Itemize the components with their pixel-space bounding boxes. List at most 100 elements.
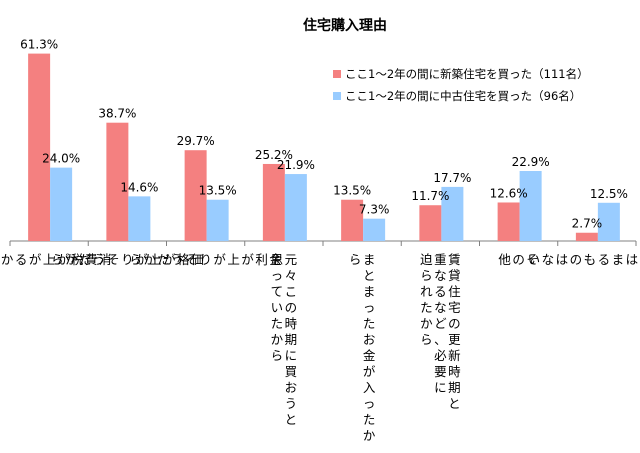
category-label-char: に	[285, 348, 298, 363]
category-label-char: は	[626, 252, 639, 267]
category-label-char: の	[570, 252, 583, 267]
category-label-char: が	[241, 252, 254, 267]
category-label-char: 要	[434, 364, 447, 379]
category-label-char: 金	[269, 252, 282, 267]
category-label-char: の	[448, 316, 461, 331]
category-label-char: り	[199, 252, 212, 267]
category-label-char: う	[285, 396, 298, 411]
category-label-char: な	[542, 252, 555, 267]
category-label-char: に	[434, 380, 447, 395]
value-label-used-5: 7.3%	[359, 203, 390, 217]
category-label-char: る	[598, 252, 611, 267]
value-label-new-8: 2.7%	[572, 217, 603, 231]
bar-new-6	[419, 205, 442, 241]
bar-new-8	[575, 232, 598, 241]
bar-used-2	[128, 196, 151, 241]
bar-new-3	[184, 150, 207, 241]
category-label-char: の	[285, 300, 298, 315]
bar-new-1	[28, 53, 51, 242]
category-label-char: 期	[285, 332, 298, 347]
category-label-char: も	[584, 252, 597, 267]
value-label-used-8: 12.5%	[590, 187, 628, 201]
category-label-char: 時	[285, 316, 298, 331]
value-label-used-3: 13.5%	[199, 184, 237, 198]
legend-label-new: ここ1～2年の間に新築住宅を買った（111名）	[345, 67, 589, 81]
category-label-char: ど	[434, 316, 447, 331]
value-labels: 61.3% 24.0% 38.7% 14.6% 29.7% 13.5% 25.2%21.9%…	[20, 38, 628, 231]
category-label-char: 迫	[420, 252, 433, 267]
chart-title: 住宅購入理由	[303, 17, 387, 34]
category-label-char: た	[420, 300, 433, 315]
category-label-char: な	[434, 300, 447, 315]
bar-new-7	[497, 202, 520, 241]
category-label-char: て	[271, 284, 284, 299]
category-label-char: か	[420, 316, 433, 331]
bar-used-6	[441, 186, 464, 241]
category-label-char: 期	[448, 380, 461, 395]
category-label-char: な	[434, 268, 447, 283]
category-label-char: た	[363, 316, 376, 331]
bar-used-5	[363, 218, 386, 241]
value-label-new-6: 11.7%	[411, 189, 449, 203]
category-label-char: い	[528, 252, 541, 267]
category-label-char: そ	[526, 252, 539, 267]
value-label-new-4: 25.2%	[255, 148, 293, 162]
category-label-char: だ	[79, 252, 92, 267]
bar-new-5	[341, 199, 364, 241]
category-label-char: か	[271, 332, 284, 347]
category-label-char: 利	[255, 252, 268, 267]
category-label-char: た	[271, 316, 284, 331]
bar-used-1	[50, 167, 73, 241]
value-label-new-3: 29.7%	[177, 134, 215, 148]
category-label-char: が	[135, 252, 148, 267]
category-label-char: ま	[363, 252, 376, 267]
value-label-used-1: 24.0%	[42, 152, 80, 166]
category-label-char: ら	[129, 252, 142, 267]
category-label-char: 時	[448, 364, 461, 379]
category-label-char: う	[93, 252, 106, 267]
category-label-char: 元	[285, 252, 298, 267]
category-label-char: 入	[363, 380, 376, 395]
bar-new-2	[106, 122, 129, 241]
category-label-char: が	[57, 252, 70, 267]
category-label-char: か	[143, 252, 156, 267]
category-label-char: ら	[271, 348, 284, 363]
category-labels: 消費税が上がるから価格が上がりそうだから金利が上がりそうだから元々この時期に買お…	[1, 252, 640, 443]
category-label-char: 上	[149, 252, 162, 267]
category-label-char: 々	[285, 268, 298, 283]
bar-used-7	[519, 170, 542, 241]
value-label-new-1: 61.3%	[20, 38, 58, 52]
category-label-char: 必	[434, 348, 447, 363]
category-label-char: る	[15, 252, 28, 267]
category-label-char: お	[285, 380, 298, 395]
category-label-char: こ	[285, 284, 298, 299]
category-label-char: 上	[43, 252, 56, 267]
category-label-char: 新	[448, 348, 461, 363]
category-label-char: う	[171, 252, 184, 267]
legend-swatch-used	[333, 92, 341, 100]
category-label-char: が	[29, 252, 42, 267]
category-label-char: 貸	[448, 268, 461, 283]
category-label-char: 更	[448, 332, 461, 347]
value-label-used-2: 14.6%	[120, 180, 158, 194]
category-label-char: い	[271, 300, 284, 315]
category-label-char: そ	[185, 252, 198, 267]
category-label-char: が	[213, 252, 226, 267]
value-label-used-7: 22.9%	[512, 155, 550, 169]
value-label-new-7: 12.6%	[490, 186, 528, 200]
category-label-char: そ	[107, 252, 120, 267]
category-label-char: と	[285, 412, 298, 427]
category-label-char: 宅	[448, 300, 461, 315]
category-label-char: る	[434, 284, 447, 299]
category-label-char: ら	[349, 252, 362, 267]
category-label-char: だ	[157, 252, 170, 267]
value-label-new-5: 13.5%	[333, 184, 371, 198]
category-label-char: の	[512, 252, 525, 267]
category-label-char: 住	[448, 284, 461, 299]
category-label-char: り	[121, 252, 134, 267]
bar-new-4	[262, 163, 285, 241]
category-label-char: ら	[51, 252, 64, 267]
bar-used-3	[206, 199, 229, 241]
category-label-char: っ	[363, 396, 376, 411]
category-label-char: っ	[271, 268, 284, 283]
